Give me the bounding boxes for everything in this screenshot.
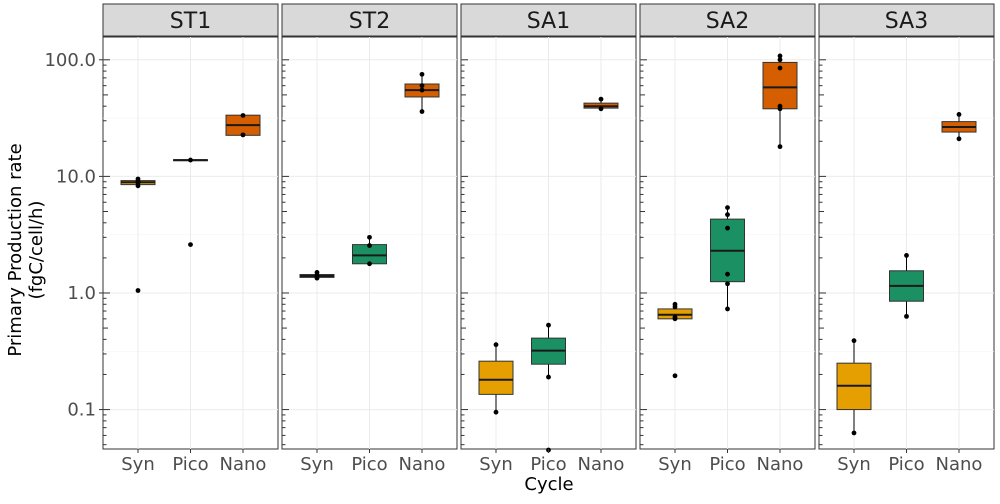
data-point (367, 261, 372, 267)
x-tick-label: Syn (121, 454, 155, 475)
x-tick-label: Pico (351, 454, 387, 475)
facet-strip-label: SA1 (527, 9, 570, 34)
x-axis-title: Cycle (524, 474, 573, 495)
y-tick-label: 1.0 (67, 283, 96, 304)
data-point (419, 87, 425, 93)
box-st1-pico (173, 157, 208, 247)
facet-strip (102, 3, 279, 37)
data-point (725, 271, 730, 277)
x-tick-label: Nano (936, 454, 983, 475)
box-sa1-pico (531, 322, 566, 453)
box-sa3-syn (836, 338, 872, 436)
y-axis: 0.1 1.0 10.0 100.0 (44, 50, 103, 421)
box-sa1-syn (478, 342, 514, 415)
x-tick-label: Pico (172, 454, 208, 475)
data-point (904, 313, 909, 319)
x-tick-label: Syn (837, 454, 871, 475)
facet-strip-label: SA3 (885, 9, 928, 34)
data-point (672, 373, 678, 379)
data-point (314, 270, 320, 275)
x-tick-label: Syn (658, 454, 692, 475)
data-point (777, 144, 783, 150)
data-point (419, 109, 425, 114)
box-st1-nano (225, 113, 261, 138)
y-tick-label: 100.0 (44, 50, 96, 71)
y-axis-title-line1: Primary Production rate (5, 143, 26, 356)
facet-strip-label: ST2 (349, 9, 390, 34)
data-point (777, 103, 783, 109)
facet-panel-st2: ST2 Syn Pico Nano (281, 3, 458, 475)
data-point (135, 288, 141, 293)
box-st1-syn (120, 176, 156, 293)
data-point (598, 106, 604, 112)
facet-panel-sa1: SA1 Syn Pico Nano (460, 3, 637, 475)
data-point (956, 112, 962, 117)
box-st2-nano (404, 71, 440, 114)
box-sa1-nano (583, 96, 619, 112)
data-point (672, 301, 678, 307)
facet-panel-st1: ST1 Syn Pico Nano (102, 3, 279, 475)
data-point (725, 205, 730, 210)
data-point (956, 136, 962, 142)
data-point (598, 96, 604, 102)
data-point (367, 243, 372, 248)
data-point (493, 342, 499, 348)
facet-strip (639, 3, 816, 37)
x-tick-label: Nano (399, 454, 446, 475)
box-iqr (478, 360, 514, 395)
data-point (546, 374, 551, 380)
data-point (546, 322, 551, 328)
box-st2-pico (352, 234, 387, 267)
y-tick-label: 0.1 (67, 400, 96, 421)
x-tick-label: Syn (300, 454, 334, 475)
data-point (777, 53, 783, 59)
y-axis-title-line2: (fgC/cell/h) (26, 201, 47, 300)
data-point (725, 306, 730, 312)
data-point (904, 253, 909, 258)
facet-strip (281, 3, 458, 37)
facet-strip (460, 3, 637, 37)
facet-panel-sa2: SA2 Syn Pico Nano (639, 3, 816, 475)
data-point (725, 212, 730, 218)
box-sa2-syn (657, 301, 693, 379)
data-point (777, 57, 783, 63)
facet-strip-label: ST1 (170, 9, 211, 34)
x-tick-label: Pico (530, 454, 566, 475)
x-tick-label: Nano (220, 454, 267, 475)
data-point (851, 430, 857, 436)
data-point (851, 338, 857, 344)
data-point (672, 314, 678, 320)
data-point (419, 83, 425, 89)
x-tick-label: Nano (757, 454, 804, 475)
x-tick-label: Pico (888, 454, 924, 475)
data-point (725, 225, 730, 231)
facet-panel-sa3: SA3 Syn Pico Nano (818, 3, 995, 475)
box-st2-syn (299, 270, 335, 281)
y-tick-label: 10.0 (56, 166, 96, 187)
data-point (240, 132, 246, 138)
x-tick-label: Pico (709, 454, 745, 475)
data-point (777, 65, 783, 71)
data-point (135, 176, 141, 182)
box-sa2-nano (762, 53, 798, 150)
x-tick-label: Nano (578, 454, 625, 475)
box-sa3-pico (889, 253, 924, 319)
data-point (188, 242, 193, 247)
data-point (493, 409, 499, 415)
box-sa2-pico (710, 205, 745, 312)
facet-panels: ST1 Syn Pico Nano ST2 Syn Pico Nano SA1 Syn Pico Na… (102, 3, 995, 475)
data-point (725, 281, 730, 287)
facet-strip-label: SA2 (706, 9, 749, 34)
data-point (188, 157, 193, 163)
data-point (240, 113, 246, 118)
box-sa3-nano (941, 112, 977, 142)
facet-strip (818, 3, 995, 37)
x-tick-label: Syn (479, 454, 513, 475)
data-point (419, 71, 425, 77)
data-point (367, 234, 372, 240)
